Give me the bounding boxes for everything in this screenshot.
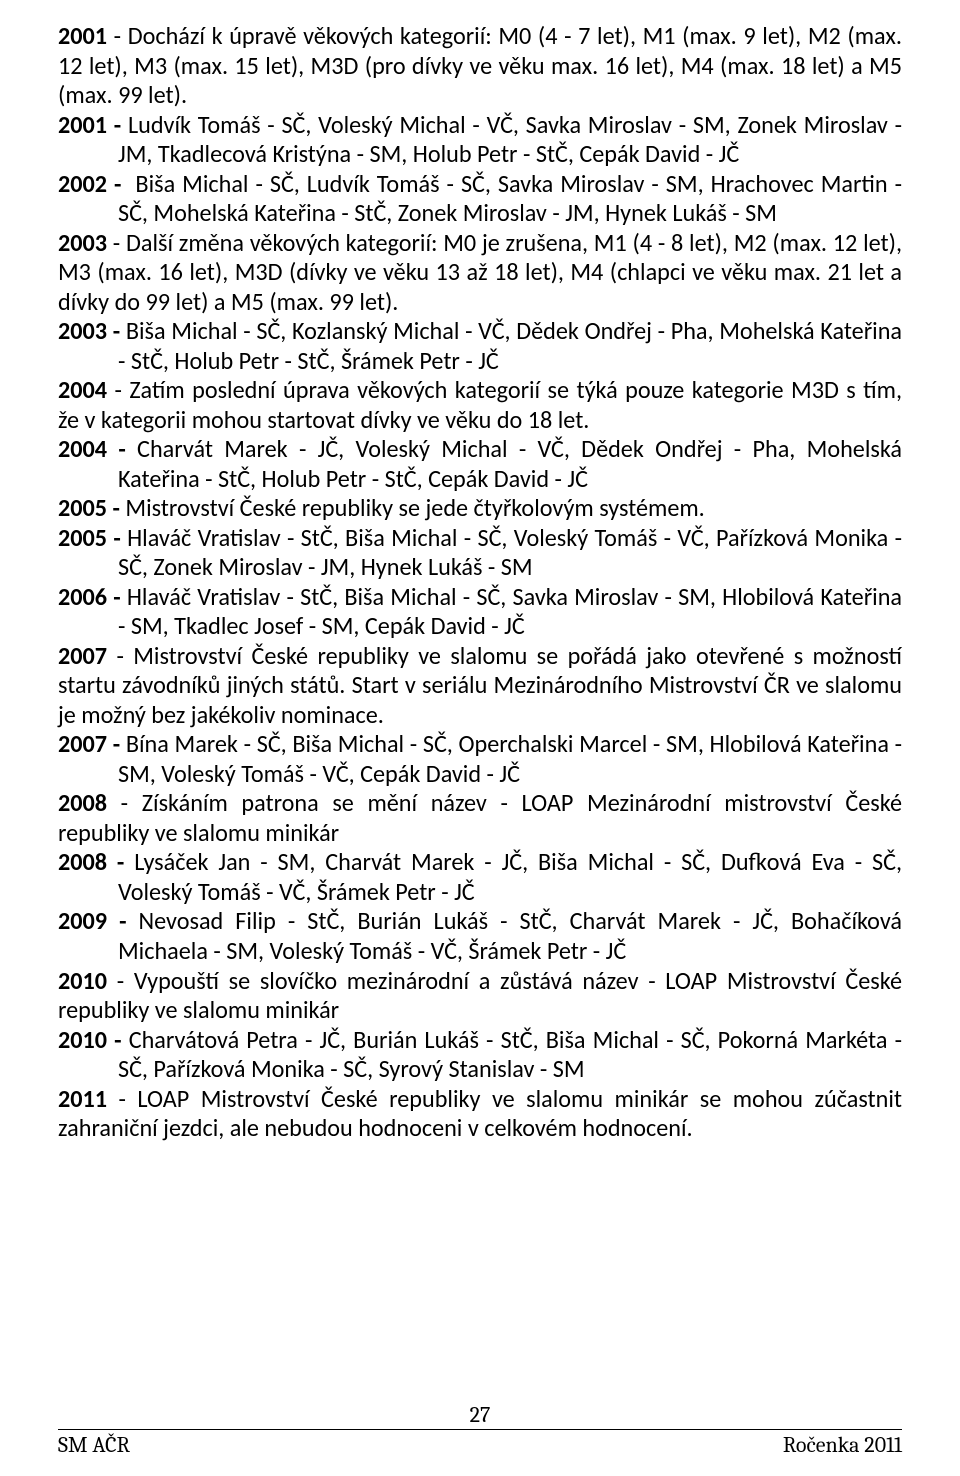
body-text: 2001 - Dochází k úpravě věkových kategor… <box>58 22 902 1144</box>
paragraph: 2007 - Bína Marek - SČ, Biša Michal - SČ… <box>58 730 902 789</box>
paragraph: 2005 - Hlaváč Vratislav - StČ, Biša Mich… <box>58 524 902 583</box>
footer-left-text: SM AČR <box>58 1432 130 1458</box>
paragraph: 2001 - Dochází k úpravě věkových kategor… <box>58 22 902 111</box>
paragraph: 2003 - Biša Michal - SČ, Kozlanský Micha… <box>58 317 902 376</box>
paragraph: 2007 - Mistrovství České republiky ve sl… <box>58 642 902 731</box>
document-page: 2001 - Dochází k úpravě věkových kategor… <box>0 0 960 1476</box>
paragraph: 2011 - LOAP Mistrovství České republiky … <box>58 1085 902 1144</box>
footer-rule <box>58 1429 902 1430</box>
page-number: 27 <box>0 1402 960 1428</box>
paragraph: 2004 - Zatím poslední úprava věkových ka… <box>58 376 902 435</box>
paragraph: 2005 - Mistrovství České republiky se je… <box>58 494 902 524</box>
paragraph: 2003 - Další změna věkových kategorií: M… <box>58 229 902 318</box>
paragraph: 2001 - Ludvík Tomáš - SČ, Voleský Michal… <box>58 111 902 170</box>
footer-right-text: Ročenka 2011 <box>783 1432 902 1458</box>
paragraph: 2010 - Vypouští se slovíčko mezinárodní … <box>58 967 902 1026</box>
paragraph: 2002 - Biša Michal - SČ, Ludvík Tomáš - … <box>58 170 902 229</box>
paragraph: 2006 - Hlaváč Vratislav - StČ, Biša Mich… <box>58 583 902 642</box>
paragraph: 2009 - Nevosad Filip - StČ, Burián Lukáš… <box>58 907 902 966</box>
paragraph: 2010 - Charvátová Petra - JČ, Burián Luk… <box>58 1026 902 1085</box>
paragraph: 2008 - Lysáček Jan - SM, Charvát Marek -… <box>58 848 902 907</box>
paragraph: 2008 - Získáním patrona se mění název - … <box>58 789 902 848</box>
paragraph: 2004 - Charvát Marek - JČ, Voleský Micha… <box>58 435 902 494</box>
page-footer: SM AČR Ročenka 2011 <box>58 1429 902 1458</box>
footer-row: SM AČR Ročenka 2011 <box>58 1432 902 1458</box>
